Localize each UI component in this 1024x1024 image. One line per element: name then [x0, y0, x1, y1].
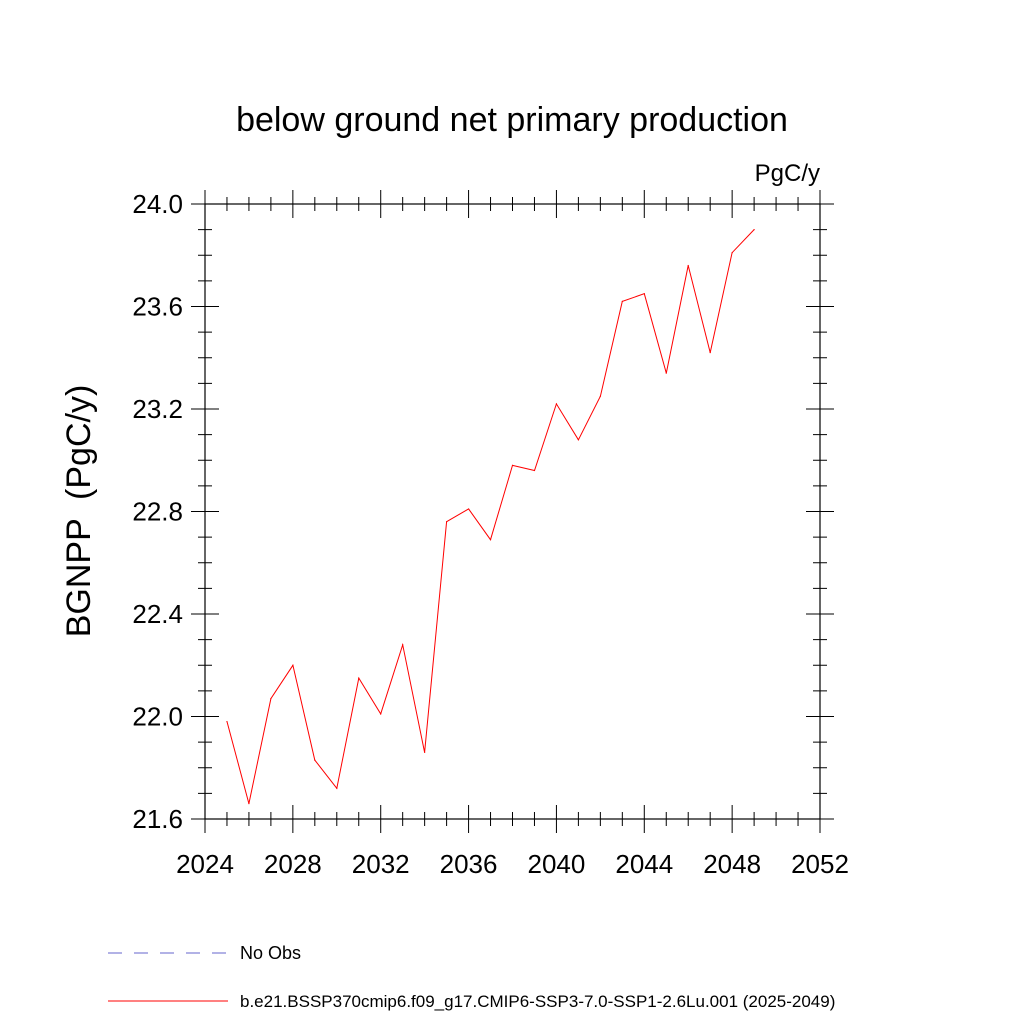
- y-ticks: 21.6 22.0 22.4 22.8 23.2 23.6 24.0: [132, 189, 834, 834]
- x-ticks: 2024 2028 2032 2036 2040 2044 2048 2052: [176, 190, 849, 879]
- data-point: [511, 464, 514, 466]
- data-point: [665, 372, 667, 374]
- y-axis-label: BGNPP (PgC/y): [60, 385, 98, 638]
- data-point: [599, 395, 601, 397]
- data-point: [643, 293, 645, 295]
- x-tick-label: 2044: [615, 849, 673, 879]
- data-point: [467, 508, 470, 510]
- x-tick-label: 2048: [703, 849, 761, 879]
- x-tick-label: 2040: [528, 849, 586, 879]
- legend-label-model: b.e21.BSSP370cmip6.f09_g17.CMIP6-SSP3-7.…: [240, 992, 835, 1011]
- data-point: [380, 713, 382, 715]
- x-tick-label: 2036: [440, 849, 498, 879]
- data-point: [446, 521, 448, 523]
- data-point: [270, 697, 272, 700]
- y-tick-label: 22.0: [132, 702, 183, 732]
- data-point: [248, 803, 250, 805]
- data-point: [402, 644, 404, 646]
- data-point: [226, 721, 228, 723]
- plot-frame: [204, 203, 821, 820]
- legend-label-no-obs: No Obs: [240, 943, 301, 963]
- data-point: [709, 352, 711, 354]
- x-tick-label: 2028: [264, 849, 322, 879]
- legend: No Obs b.e21.BSSP370cmip6.f09_g17.CMIP6-…: [108, 943, 835, 1011]
- data-point: [314, 759, 316, 761]
- data-point: [489, 539, 492, 541]
- data-point: [555, 403, 558, 405]
- data-point: [687, 264, 689, 267]
- y-tick-label: 23.2: [132, 394, 183, 424]
- x-tick-label: 2024: [176, 849, 234, 879]
- x-tick-label: 2032: [352, 849, 410, 879]
- data-point: [292, 664, 294, 666]
- chart-title: below ground net primary production: [236, 101, 788, 139]
- data-point: [336, 787, 338, 789]
- y-tick-label: 24.0: [132, 189, 183, 219]
- data-point: [533, 469, 536, 472]
- series-line: [226, 229, 755, 804]
- x-tick-label: 2052: [791, 849, 849, 879]
- y-tick-label: 23.6: [132, 292, 183, 322]
- y-tick-label: 21.6: [132, 804, 183, 834]
- data-point: [731, 252, 733, 254]
- y-tick-label: 22.4: [132, 599, 183, 629]
- data-point: [753, 229, 755, 231]
- data-point: [358, 677, 360, 679]
- data-point: [424, 751, 426, 753]
- series-layer: [226, 229, 755, 805]
- y-tick-label: 22.8: [132, 497, 183, 527]
- data-point: [577, 439, 579, 441]
- data-point: [621, 300, 623, 302]
- units-label: PgC/y: [755, 160, 820, 187]
